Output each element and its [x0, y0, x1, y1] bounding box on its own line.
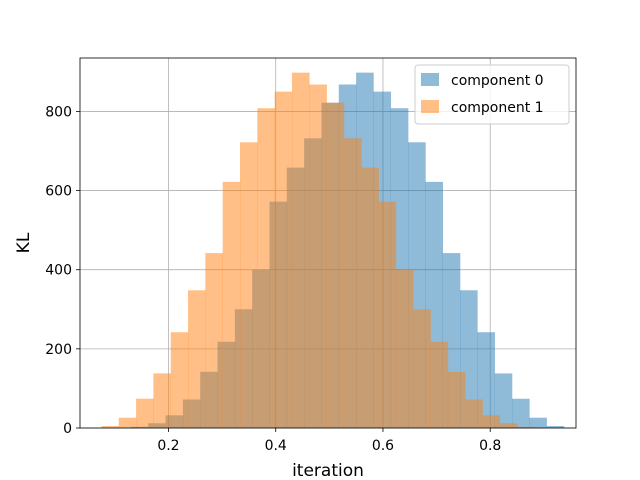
legend-label-component-0: component 0 — [451, 73, 544, 89]
bar-component-1-20 — [447, 371, 466, 428]
x-tick-label-0: 0.2 — [157, 438, 179, 454]
x-tick-label-1: 0.4 — [265, 438, 287, 454]
bar-component-1-19 — [430, 341, 449, 428]
bar-component-1-21 — [465, 399, 483, 428]
bar-component-1-22 — [482, 415, 501, 428]
y-tick-label-2: 400 — [45, 263, 72, 279]
bar-component-0-22 — [511, 398, 530, 428]
y-tick-label-4: 800 — [45, 104, 72, 120]
y-tick-label-1: 200 — [45, 342, 72, 358]
legend-swatch-component-0 — [421, 73, 439, 86]
bar-component-1-0 — [101, 426, 120, 428]
bar-component-1-15 — [361, 167, 379, 428]
histogram-bars — [101, 72, 565, 429]
legend-box — [414, 64, 570, 125]
bar-component-1-18 — [413, 309, 431, 428]
bar-component-1-10 — [274, 91, 293, 429]
x-tick-label-3: 0.8 — [479, 438, 501, 454]
bar-component-1-5 — [188, 290, 206, 428]
bar-component-1-3 — [153, 373, 172, 428]
bar-component-1-1 — [118, 417, 137, 428]
bar-component-1-2 — [136, 398, 154, 428]
axis-ticks: 0.2 0.4 0.6 0.8 0 200 400 600 800 — [45, 104, 501, 454]
bar-component-0-23 — [529, 417, 547, 428]
bar-component-1-16 — [378, 201, 397, 428]
bar-component-1-6 — [205, 253, 223, 428]
bar-component-1-17 — [395, 269, 414, 428]
legend-label-component-1: component 1 — [451, 100, 544, 116]
bar-component-1-13 — [326, 102, 345, 428]
plot-frame — [79, 57, 577, 429]
bar-component-0-21 — [494, 373, 513, 428]
bar-component-1-7 — [222, 181, 241, 428]
bar-component-1-8 — [240, 142, 258, 429]
bar-component-1-14 — [343, 138, 362, 429]
bar-component-1-9 — [257, 108, 275, 428]
y-tick-label-3: 600 — [45, 184, 72, 200]
bar-component-1-11 — [291, 72, 310, 428]
bar-component-1-4 — [170, 332, 189, 428]
legend: component 0 component 1 — [414, 64, 570, 125]
bar-component-1-24 — [517, 426, 535, 428]
bar-component-1-12 — [309, 84, 327, 428]
y-tick-label-0: 0 — [63, 421, 72, 437]
bar-component-1-23 — [499, 423, 518, 428]
x-axis-label: iteration — [292, 461, 364, 480]
x-tick-label-2: 0.6 — [372, 438, 394, 454]
legend-swatch-component-1 — [421, 100, 439, 113]
bar-component-0-24 — [546, 426, 565, 428]
series-component-1 — [101, 72, 535, 429]
y-axis-label: KL — [14, 232, 34, 253]
